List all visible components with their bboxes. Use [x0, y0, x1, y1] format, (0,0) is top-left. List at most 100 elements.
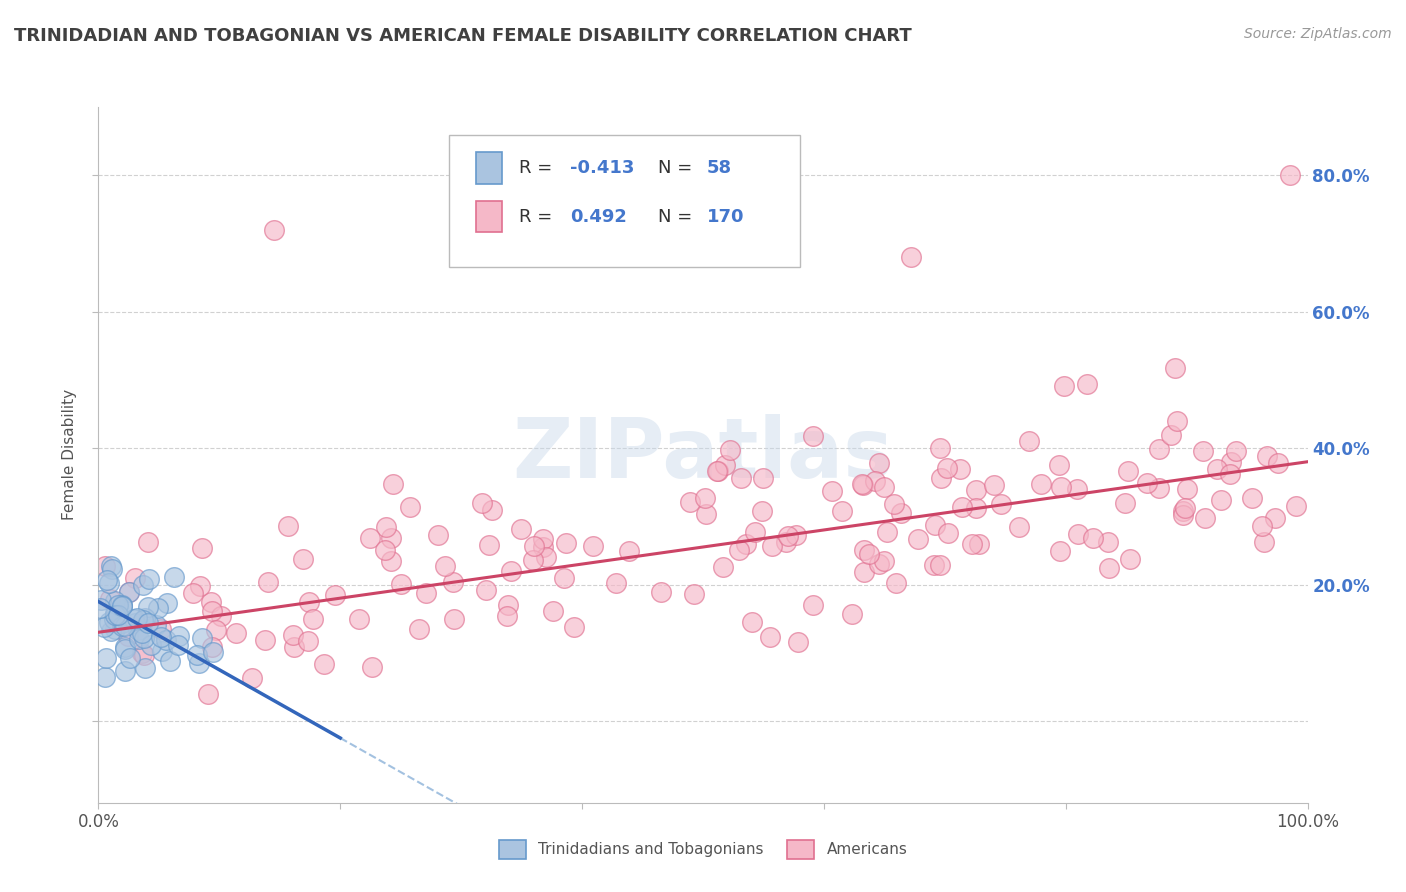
Point [382, 476, 405, 491]
Point [1175, 483, 1198, 497]
Point [201, 604, 224, 618]
Point [107, 607, 129, 622]
Point [167, 638, 190, 652]
Point [1194, 511, 1216, 525]
Point [124, 616, 146, 631]
Point [283, 640, 305, 654]
Point [481, 503, 503, 517]
Point [907, 533, 929, 547]
Point [851, 477, 873, 491]
Point [188, 579, 211, 593]
Point [471, 496, 494, 510]
Point [1267, 457, 1289, 471]
Point [136, 600, 159, 615]
Point [727, 542, 749, 557]
Point [936, 526, 959, 541]
Text: ZIPatlas: ZIPatlas [513, 415, 893, 495]
Point [125, 611, 148, 625]
Point [478, 538, 501, 552]
Point [132, 648, 155, 663]
Point [522, 552, 544, 566]
Point [132, 578, 155, 592]
Point [714, 458, 737, 473]
Point [1053, 379, 1076, 393]
Point [225, 625, 247, 640]
Point [104, 622, 127, 636]
Point [801, 598, 824, 612]
Point [562, 620, 585, 634]
Point [929, 441, 952, 455]
Point [361, 660, 384, 674]
Point [983, 478, 1005, 492]
Point [952, 500, 974, 514]
Point [1136, 476, 1159, 491]
Point [496, 609, 519, 624]
Point [711, 560, 734, 574]
Point [1119, 551, 1142, 566]
Point [389, 576, 412, 591]
Point [139, 638, 162, 652]
Point [89, 600, 111, 615]
Point [1251, 518, 1274, 533]
Point [868, 456, 890, 470]
Point [114, 619, 136, 633]
Point [1049, 480, 1071, 494]
Point [509, 522, 531, 536]
Point [1116, 464, 1139, 478]
Text: Source: ZipAtlas.com: Source: ZipAtlas.com [1244, 27, 1392, 41]
Point [1049, 544, 1071, 558]
FancyBboxPatch shape [449, 135, 800, 267]
Point [105, 610, 128, 624]
Point [149, 631, 172, 645]
Point [163, 570, 186, 584]
Point [531, 532, 554, 546]
Point [281, 628, 304, 642]
Point [253, 632, 276, 647]
Text: -0.413: -0.413 [569, 159, 634, 177]
Point [1205, 462, 1227, 476]
Point [1174, 500, 1197, 515]
Point [582, 539, 605, 553]
Point [103, 612, 125, 626]
Point [114, 640, 136, 654]
Point [858, 547, 880, 561]
Text: 170: 170 [707, 208, 744, 226]
Point [190, 631, 212, 645]
Legend: Trinidadians and Tobagonians, Americans: Trinidadians and Tobagonians, Americans [492, 834, 914, 864]
Point [1209, 492, 1232, 507]
Point [94, 670, 117, 684]
Point [531, 540, 554, 554]
Point [852, 542, 875, 557]
Point [134, 661, 156, 675]
Point [948, 461, 970, 475]
Point [1173, 508, 1195, 522]
Point [359, 531, 381, 545]
Point [886, 576, 908, 591]
Point [159, 654, 181, 668]
Point [1114, 496, 1136, 510]
Point [852, 478, 875, 492]
Point [498, 598, 520, 612]
Point [785, 527, 807, 541]
Point [741, 615, 763, 629]
Point [104, 606, 127, 620]
Point [122, 612, 145, 626]
Text: R =: R = [519, 159, 558, 177]
Point [441, 574, 464, 589]
Point [131, 646, 153, 660]
Point [873, 554, 896, 568]
Point [873, 480, 896, 494]
Point [1008, 520, 1031, 534]
Point [134, 611, 156, 625]
Point [1160, 428, 1182, 442]
Point [801, 428, 824, 442]
Point [240, 671, 263, 685]
Point [900, 250, 922, 264]
Point [1031, 476, 1053, 491]
Point [965, 501, 987, 516]
Point [1219, 467, 1241, 481]
Point [553, 570, 575, 584]
Point [541, 604, 564, 618]
Point [523, 539, 546, 553]
Point [104, 594, 127, 608]
